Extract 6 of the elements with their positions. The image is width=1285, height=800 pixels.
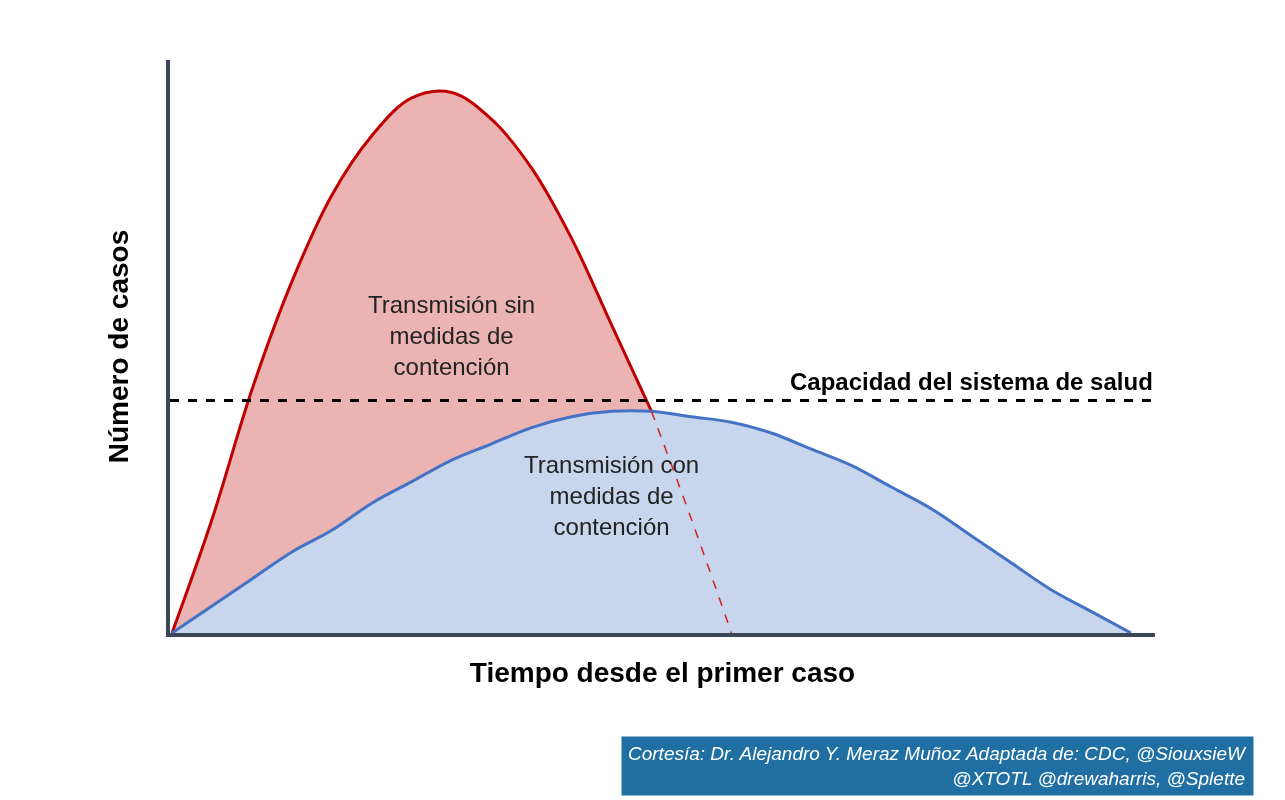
y-axis-title: Número de casos: [103, 229, 135, 464]
series-label: Transmisión sin medidas de contención: [368, 291, 536, 381]
series-label: Transmisión con medidas de contención: [524, 451, 700, 541]
text: Cortesía: Dr. Alejandro Y. Meraz Muñoz Adaptada de: CDC, @SiouxsieW @XTOTL @drewaharris, @Splette: [628, 743, 1248, 789]
x-axis-title: Tiempo desde el primer caso: [469, 657, 856, 688]
ref-line-label: Capacidad del sistema de salud: [790, 368, 1153, 395]
